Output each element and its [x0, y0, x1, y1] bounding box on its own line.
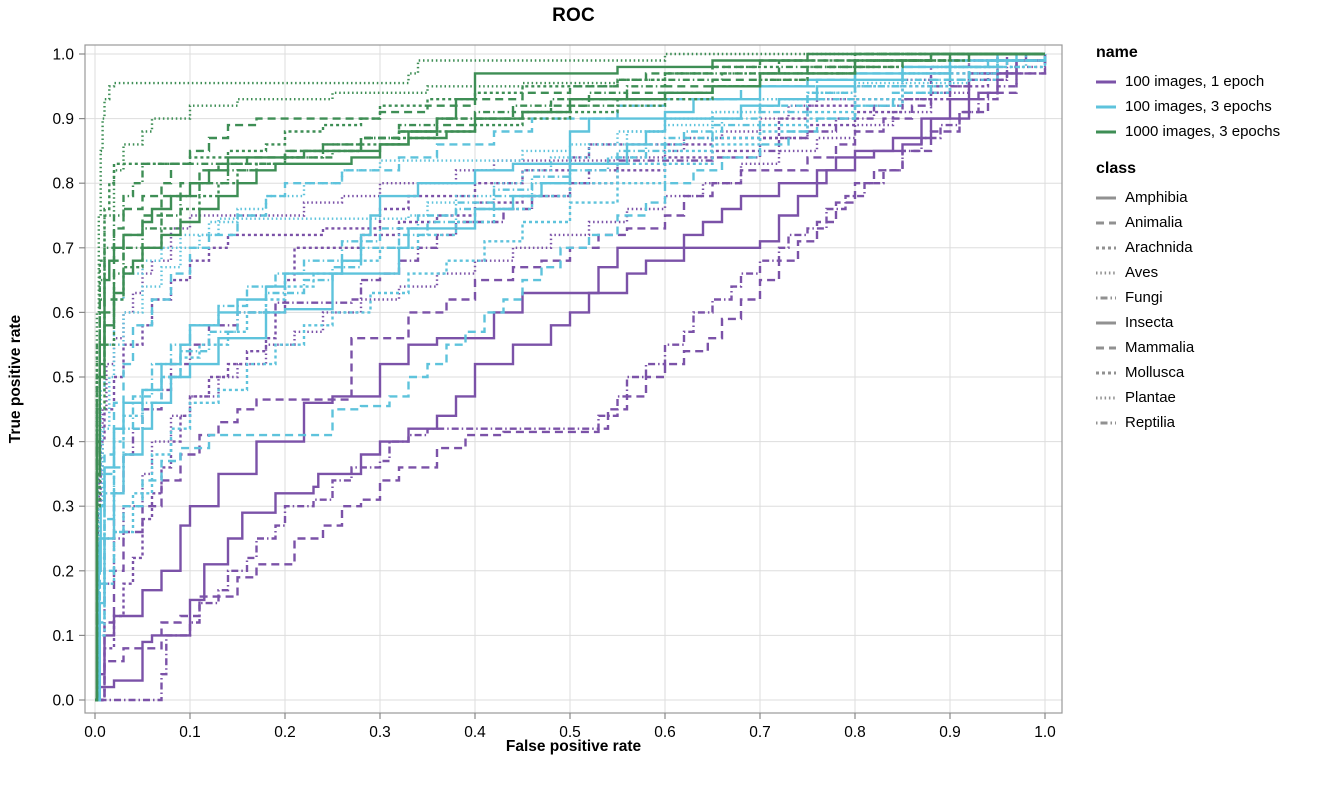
roc-curve-28 — [95, 52, 1045, 702]
y-tick-label: 0.4 — [52, 434, 74, 451]
legend-entry-label: 100 images, 1 epoch — [1125, 73, 1265, 90]
roc-curve-18 — [95, 54, 1047, 702]
x-tick-label: 0.8 — [844, 724, 866, 741]
legend-class-entry-reptilia: Reptilia — [1096, 410, 1336, 435]
roc-curve-20 — [95, 54, 1047, 702]
legend-class-entry-mammalia: Mammalia — [1096, 335, 1336, 360]
y-tick-label: 0.2 — [52, 563, 74, 580]
legend-swatch-line — [1096, 246, 1116, 249]
legend-swatch-line — [1096, 130, 1116, 133]
legend-swatch-line — [1096, 221, 1116, 224]
legend-name-entries: 100 images, 1 epoch 100 images, 3 epochs 1… — [1096, 69, 1336, 144]
legend-class-entry-amphibia: Amphibia — [1096, 185, 1336, 210]
x-axis-title: False positive rate — [505, 738, 642, 755]
y-axis-title: True positive rate — [7, 314, 24, 444]
y-tick-label: 1.0 — [52, 47, 74, 64]
roc-curve-30 — [95, 52, 1045, 702]
legend-swatch-line — [1096, 271, 1116, 274]
legend-class-entry-insecta: Insecta — [1096, 310, 1336, 335]
x-tick-label: 1.0 — [1034, 724, 1056, 741]
legend-class-entries: Amphibia Animalia Arachnida Aves Fungi Insect… — [1096, 185, 1336, 435]
legend-class-entry-plantae: Plantae — [1096, 385, 1336, 410]
plot-border — [84, 44, 1063, 714]
legend-entry-label: Mollusca — [1125, 364, 1185, 381]
x-tick-label: 0.0 — [84, 724, 106, 741]
legend-swatch-line — [1096, 80, 1116, 83]
legend-entry-label: 1000 images, 3 epochs — [1125, 123, 1281, 140]
x-tick-label: 0.1 — [179, 724, 201, 741]
roc-curve-25 — [95, 52, 1045, 702]
legend-entry-label: Animalia — [1125, 214, 1183, 231]
roc-curve-9 — [95, 54, 1047, 702]
legend-entry-label: Fungi — [1125, 289, 1163, 306]
legend-entry-label: Amphibia — [1125, 189, 1188, 206]
roc-curve-12 — [95, 52, 1045, 702]
legend-name-entry-100-images-1-epoch: 100 images, 1 epoch — [1096, 69, 1336, 94]
x-tick-label: 0.9 — [939, 724, 961, 741]
legend-swatch-line — [1096, 371, 1116, 374]
legend-name-entry-1000-images-3-epochs: 1000 images, 3 epochs — [1096, 119, 1336, 144]
chart-title: ROC — [552, 5, 595, 26]
legend-entry-label: Reptilia — [1125, 414, 1176, 431]
legend-swatch-line — [1096, 196, 1116, 199]
y-tick-label: 0.8 — [52, 176, 74, 193]
legend-swatch-line — [1096, 346, 1116, 349]
roc-curve-11 — [95, 52, 1045, 702]
legend-class-title: class — [1096, 160, 1137, 177]
y-tick-label: 0.5 — [52, 370, 74, 387]
x-tick-label: 0.5 — [559, 724, 581, 741]
y-tick-label: 0.6 — [52, 305, 74, 322]
y-tick-label: 0.9 — [52, 111, 74, 128]
legend-entry-label: Aves — [1125, 264, 1159, 281]
legend-swatch-line — [1096, 421, 1116, 424]
legend-entry-label: 100 images, 3 epochs — [1125, 98, 1272, 115]
legend-swatch-line — [1096, 105, 1116, 108]
legend-class-entry-aves: Aves — [1096, 260, 1336, 285]
y-tick-label: 0.3 — [52, 499, 74, 516]
roc-curve-2 — [95, 52, 1045, 702]
legend-class-entry-animalia: Animalia — [1096, 210, 1336, 235]
legend-name-title: name — [1096, 44, 1138, 61]
roc-curve-7 — [95, 54, 1047, 702]
x-tick-label: 0.2 — [274, 724, 296, 741]
legend-swatch-line — [1096, 321, 1116, 324]
x-tick-label: 0.3 — [369, 724, 391, 741]
x-tick-label: 0.4 — [464, 724, 486, 741]
legend: name 100 images, 1 epoch 100 images, 3 ep… — [1096, 44, 1336, 435]
legend-class-entry-mollusca: Mollusca — [1096, 360, 1336, 385]
x-tick-label: 0.6 — [654, 724, 676, 741]
x-tick-label: 0.7 — [749, 724, 771, 741]
legend-swatch-line — [1096, 396, 1116, 399]
y-tick-label: 0.7 — [52, 240, 74, 257]
legend-class-entry-arachnida: Arachnida — [1096, 235, 1336, 260]
legend-entry-label: Insecta — [1125, 314, 1174, 331]
roc-curve-5 — [95, 52, 1045, 702]
roc-curve-10 — [95, 54, 1047, 702]
legend-name-entry-100-images-3-epochs: 100 images, 3 epochs — [1096, 94, 1336, 119]
legend-entry-label: Arachnida — [1125, 239, 1193, 256]
y-tick-label: 0.1 — [52, 628, 74, 645]
roc-curve-6 — [95, 54, 1047, 702]
legend-entry-label: Mammalia — [1125, 339, 1195, 356]
roc-curve-29 — [95, 52, 1045, 702]
legend-entry-label: Plantae — [1125, 389, 1176, 406]
y-tick-label: 0.0 — [52, 693, 74, 710]
legend-class-entry-fungi: Fungi — [1096, 285, 1336, 310]
legend-swatch-line — [1096, 296, 1116, 299]
